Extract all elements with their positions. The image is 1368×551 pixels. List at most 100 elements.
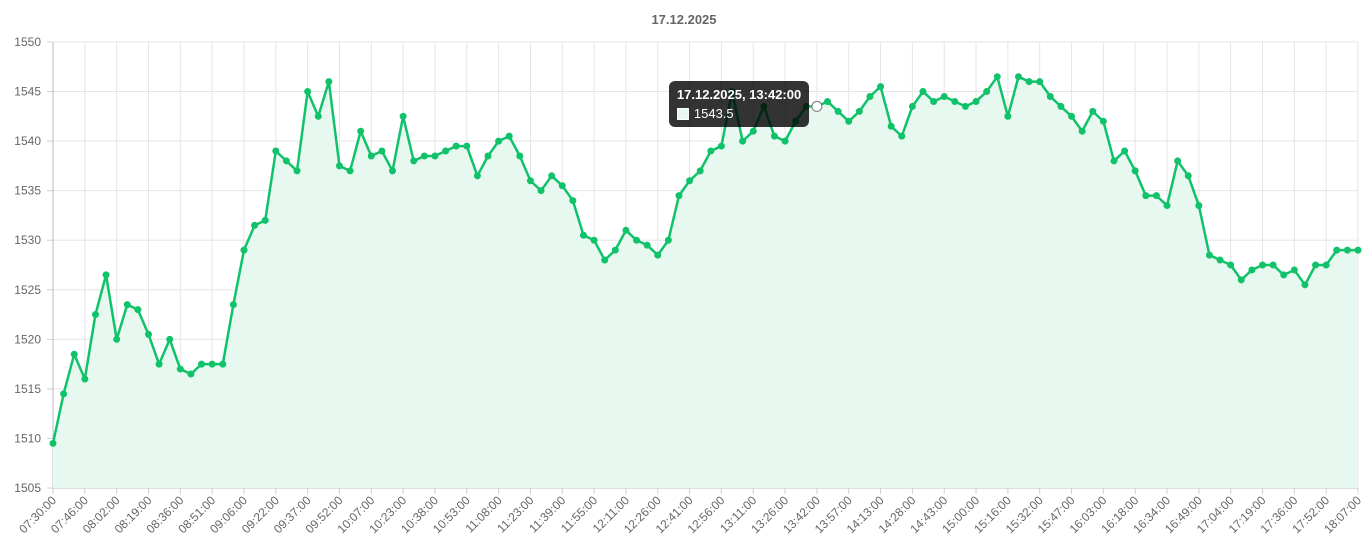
data-point[interactable] [1110, 157, 1118, 165]
data-point[interactable] [696, 167, 704, 175]
data-point[interactable] [993, 73, 1001, 81]
data-point[interactable] [399, 112, 407, 120]
data-point[interactable] [898, 132, 906, 140]
data-point[interactable] [410, 157, 418, 165]
data-point[interactable] [70, 350, 78, 358]
data-point[interactable] [346, 167, 354, 175]
data-point[interactable] [367, 152, 375, 160]
data-point[interactable] [91, 311, 99, 319]
data-point[interactable] [1014, 73, 1022, 81]
data-point[interactable] [176, 365, 184, 373]
data-point[interactable] [1227, 261, 1235, 269]
data-point[interactable] [654, 251, 662, 259]
data-point[interactable] [1269, 261, 1277, 269]
data-point[interactable] [622, 226, 630, 234]
data-point[interactable] [579, 231, 587, 239]
data-point[interactable] [569, 197, 577, 205]
data-point[interactable] [60, 390, 68, 398]
data-point[interactable] [908, 102, 916, 110]
data-point[interactable] [304, 88, 312, 96]
data-point[interactable] [972, 97, 980, 105]
data-point[interactable] [123, 301, 131, 309]
data-point[interactable] [1036, 78, 1044, 86]
data-point[interactable] [951, 97, 959, 105]
data-point[interactable] [983, 88, 991, 96]
data-point[interactable] [1312, 261, 1320, 269]
data-point[interactable] [166, 335, 174, 343]
data-point[interactable] [282, 157, 290, 165]
data-point[interactable] [251, 221, 259, 229]
data-point[interactable] [1131, 167, 1139, 175]
data-point[interactable] [1259, 261, 1267, 269]
data-point[interactable] [675, 192, 683, 200]
data-point[interactable] [930, 97, 938, 105]
data-point[interactable] [866, 93, 874, 101]
data-point[interactable] [219, 360, 227, 368]
data-point[interactable] [208, 360, 216, 368]
data-point[interactable] [802, 102, 810, 110]
data-point[interactable] [877, 83, 885, 91]
data-point[interactable] [155, 360, 163, 368]
data-point[interactable] [664, 236, 672, 244]
data-point[interactable] [516, 152, 524, 160]
data-point[interactable] [49, 439, 57, 447]
data-point[interactable] [378, 147, 386, 155]
data-point[interactable] [558, 182, 566, 190]
data-point[interactable] [1057, 102, 1065, 110]
data-point[interactable] [187, 370, 195, 378]
data-point[interactable] [1068, 112, 1076, 120]
data-point[interactable] [739, 137, 747, 145]
data-point[interactable] [1025, 78, 1033, 86]
data-point[interactable] [1343, 246, 1351, 254]
data-point[interactable] [1354, 246, 1362, 254]
data-point[interactable] [548, 172, 556, 180]
data-point[interactable] [1333, 246, 1341, 254]
data-point[interactable] [919, 88, 927, 96]
data-point[interactable] [293, 167, 301, 175]
data-point[interactable] [431, 152, 439, 160]
data-point[interactable] [643, 241, 651, 249]
data-point[interactable] [1163, 202, 1171, 210]
data-point[interactable] [1078, 127, 1086, 135]
data-point[interactable] [590, 236, 598, 244]
data-point[interactable] [198, 360, 206, 368]
data-point[interactable] [940, 93, 948, 101]
data-point[interactable] [1280, 271, 1288, 279]
data-point[interactable] [834, 107, 842, 115]
data-point[interactable] [1301, 281, 1309, 289]
data-point[interactable] [1142, 192, 1150, 200]
data-point[interactable] [240, 246, 248, 254]
data-point[interactable] [463, 142, 471, 150]
data-point[interactable] [686, 177, 694, 185]
data-point[interactable] [261, 216, 269, 224]
data-point[interactable] [824, 97, 832, 105]
data-point[interactable] [1237, 276, 1245, 284]
data-point[interactable] [1248, 266, 1256, 274]
data-point[interactable] [1046, 93, 1054, 101]
data-point[interactable] [1174, 157, 1182, 165]
data-point[interactable] [1121, 147, 1129, 155]
data-point[interactable] [505, 132, 513, 140]
data-point[interactable] [855, 107, 863, 115]
data-point-active[interactable] [811, 100, 823, 112]
data-point[interactable] [420, 152, 428, 160]
data-point[interactable] [144, 330, 152, 338]
data-point[interactable] [113, 335, 121, 343]
data-point[interactable] [81, 375, 89, 383]
data-point[interactable] [335, 162, 343, 170]
data-point[interactable] [887, 122, 895, 130]
data-point[interactable] [452, 142, 460, 150]
data-point[interactable] [1195, 202, 1203, 210]
data-point[interactable] [272, 147, 280, 155]
data-point[interactable] [1004, 112, 1012, 120]
data-point[interactable] [1216, 256, 1224, 264]
data-point[interactable] [1184, 172, 1192, 180]
series-points[interactable] [49, 73, 1362, 447]
data-point[interactable] [537, 187, 545, 195]
data-point[interactable] [473, 172, 481, 180]
data-point[interactable] [611, 246, 619, 254]
data-point[interactable] [707, 147, 715, 155]
data-point[interactable] [728, 88, 736, 96]
data-point[interactable] [1322, 261, 1330, 269]
